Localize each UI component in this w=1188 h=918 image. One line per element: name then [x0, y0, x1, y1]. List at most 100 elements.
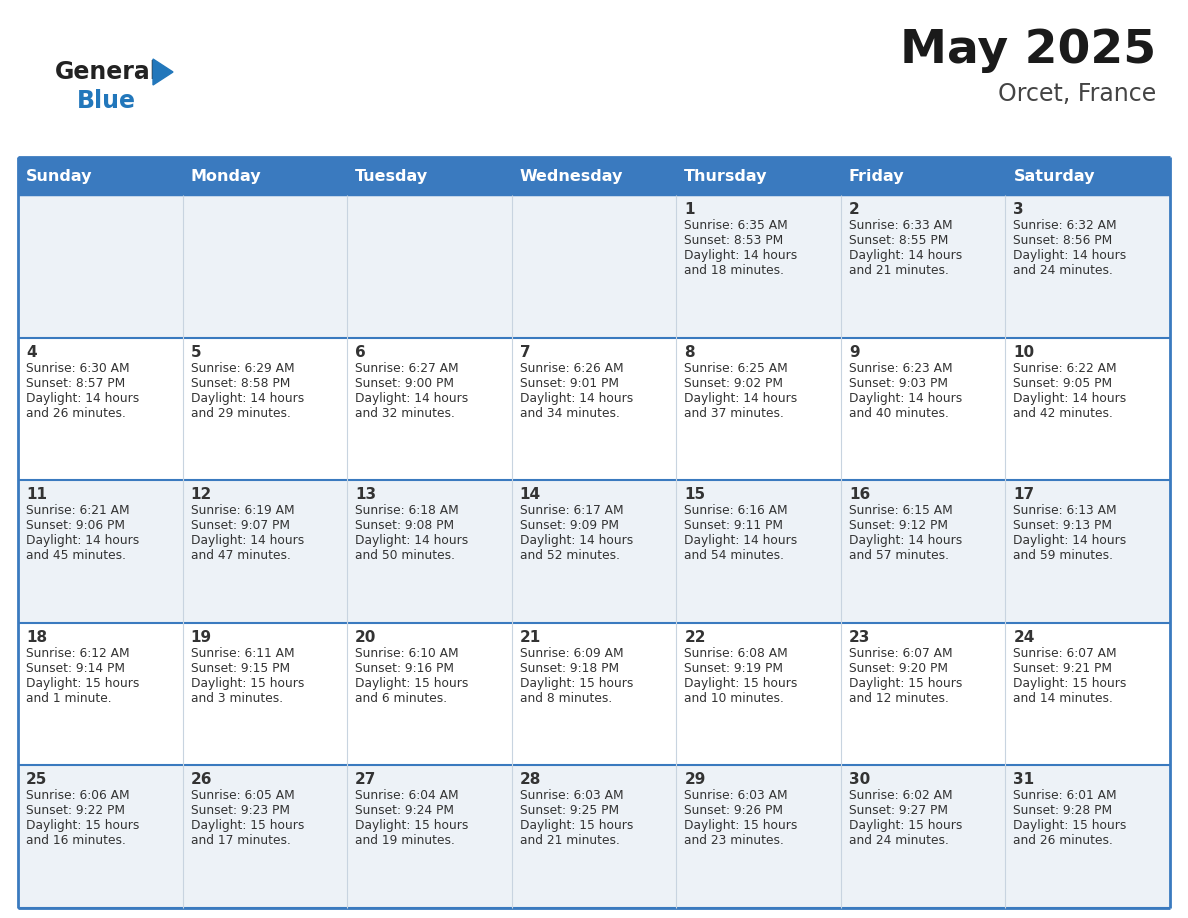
Text: Sunset: 9:16 PM: Sunset: 9:16 PM — [355, 662, 454, 675]
Text: Sunset: 8:53 PM: Sunset: 8:53 PM — [684, 234, 784, 247]
Text: Daylight: 15 hours: Daylight: 15 hours — [519, 820, 633, 833]
Text: 17: 17 — [1013, 487, 1035, 502]
Text: Sunset: 8:57 PM: Sunset: 8:57 PM — [26, 376, 125, 389]
Text: Sunset: 9:22 PM: Sunset: 9:22 PM — [26, 804, 125, 817]
Text: 28: 28 — [519, 772, 541, 788]
Text: Sunrise: 6:04 AM: Sunrise: 6:04 AM — [355, 789, 459, 802]
Text: Sunset: 9:12 PM: Sunset: 9:12 PM — [849, 520, 948, 532]
Text: Sunrise: 6:27 AM: Sunrise: 6:27 AM — [355, 362, 459, 375]
Text: Sunrise: 6:26 AM: Sunrise: 6:26 AM — [519, 362, 624, 375]
Text: 1: 1 — [684, 202, 695, 217]
Text: 30: 30 — [849, 772, 870, 788]
Text: and 26 minutes.: and 26 minutes. — [1013, 834, 1113, 847]
Text: Sunset: 9:00 PM: Sunset: 9:00 PM — [355, 376, 454, 389]
Text: and 29 minutes.: and 29 minutes. — [190, 407, 290, 420]
Text: 23: 23 — [849, 630, 871, 644]
Text: and 50 minutes.: and 50 minutes. — [355, 549, 455, 562]
Bar — [676, 157, 841, 195]
Text: 16: 16 — [849, 487, 870, 502]
Text: 29: 29 — [684, 772, 706, 788]
Text: Sunrise: 6:21 AM: Sunrise: 6:21 AM — [26, 504, 129, 517]
Bar — [841, 157, 1005, 195]
Text: and 23 minutes.: and 23 minutes. — [684, 834, 784, 847]
Text: Sunset: 9:09 PM: Sunset: 9:09 PM — [519, 520, 619, 532]
Text: Saturday: Saturday — [1013, 169, 1095, 184]
Text: Daylight: 14 hours: Daylight: 14 hours — [1013, 534, 1126, 547]
Text: Daylight: 14 hours: Daylight: 14 hours — [519, 534, 633, 547]
Text: Sunrise: 6:19 AM: Sunrise: 6:19 AM — [190, 504, 295, 517]
Text: and 32 minutes.: and 32 minutes. — [355, 407, 455, 420]
Text: Daylight: 15 hours: Daylight: 15 hours — [849, 677, 962, 689]
Text: Sunrise: 6:03 AM: Sunrise: 6:03 AM — [519, 789, 624, 802]
Text: Sunset: 9:01 PM: Sunset: 9:01 PM — [519, 376, 619, 389]
Text: Sunset: 9:24 PM: Sunset: 9:24 PM — [355, 804, 454, 817]
Text: and 57 minutes.: and 57 minutes. — [849, 549, 949, 562]
Text: Sunrise: 6:18 AM: Sunrise: 6:18 AM — [355, 504, 459, 517]
Text: 5: 5 — [190, 344, 201, 360]
Text: and 21 minutes.: and 21 minutes. — [519, 834, 620, 847]
Text: 6: 6 — [355, 344, 366, 360]
Text: Sunset: 9:11 PM: Sunset: 9:11 PM — [684, 520, 783, 532]
Text: 8: 8 — [684, 344, 695, 360]
Text: Daylight: 14 hours: Daylight: 14 hours — [849, 392, 962, 405]
Text: and 24 minutes.: and 24 minutes. — [1013, 264, 1113, 277]
Text: and 18 minutes.: and 18 minutes. — [684, 264, 784, 277]
Text: and 17 minutes.: and 17 minutes. — [190, 834, 290, 847]
Text: and 24 minutes.: and 24 minutes. — [849, 834, 949, 847]
Text: Daylight: 14 hours: Daylight: 14 hours — [519, 392, 633, 405]
Text: Sunset: 9:02 PM: Sunset: 9:02 PM — [684, 376, 783, 389]
Text: Daylight: 15 hours: Daylight: 15 hours — [190, 820, 304, 833]
Text: 27: 27 — [355, 772, 377, 788]
Text: Sunrise: 6:30 AM: Sunrise: 6:30 AM — [26, 362, 129, 375]
Text: Daylight: 15 hours: Daylight: 15 hours — [519, 677, 633, 689]
Text: Sunrise: 6:29 AM: Sunrise: 6:29 AM — [190, 362, 295, 375]
Text: Sunset: 9:15 PM: Sunset: 9:15 PM — [190, 662, 290, 675]
Text: Sunset: 9:25 PM: Sunset: 9:25 PM — [519, 804, 619, 817]
Text: Sunset: 9:19 PM: Sunset: 9:19 PM — [684, 662, 783, 675]
Text: 9: 9 — [849, 344, 859, 360]
Polygon shape — [153, 59, 173, 85]
Text: Sunrise: 6:01 AM: Sunrise: 6:01 AM — [1013, 789, 1117, 802]
Text: 21: 21 — [519, 630, 541, 644]
Text: 26: 26 — [190, 772, 213, 788]
Text: Sunset: 9:21 PM: Sunset: 9:21 PM — [1013, 662, 1112, 675]
Text: 4: 4 — [26, 344, 37, 360]
Text: Sunset: 9:03 PM: Sunset: 9:03 PM — [849, 376, 948, 389]
Text: Blue: Blue — [77, 89, 135, 113]
Text: and 45 minutes.: and 45 minutes. — [26, 549, 126, 562]
Text: General: General — [55, 60, 159, 84]
Text: and 14 minutes.: and 14 minutes. — [1013, 692, 1113, 705]
Text: Daylight: 14 hours: Daylight: 14 hours — [684, 392, 797, 405]
Text: Sunrise: 6:09 AM: Sunrise: 6:09 AM — [519, 647, 624, 660]
Bar — [183, 157, 347, 195]
Text: Daylight: 15 hours: Daylight: 15 hours — [1013, 820, 1126, 833]
Text: and 3 minutes.: and 3 minutes. — [190, 692, 283, 705]
Text: 13: 13 — [355, 487, 377, 502]
Text: Daylight: 14 hours: Daylight: 14 hours — [26, 534, 139, 547]
Text: 15: 15 — [684, 487, 706, 502]
Text: and 8 minutes.: and 8 minutes. — [519, 692, 612, 705]
Text: and 47 minutes.: and 47 minutes. — [190, 549, 290, 562]
Bar — [18, 622, 1170, 766]
Bar — [18, 480, 1170, 622]
Text: Daylight: 15 hours: Daylight: 15 hours — [684, 820, 797, 833]
Bar — [18, 766, 1170, 908]
Text: Sunset: 8:58 PM: Sunset: 8:58 PM — [190, 376, 290, 389]
Text: 12: 12 — [190, 487, 211, 502]
Text: Sunset: 9:07 PM: Sunset: 9:07 PM — [190, 520, 290, 532]
Text: Sunset: 9:18 PM: Sunset: 9:18 PM — [519, 662, 619, 675]
Text: Daylight: 14 hours: Daylight: 14 hours — [849, 534, 962, 547]
Text: 25: 25 — [26, 772, 48, 788]
Text: Friday: Friday — [849, 169, 904, 184]
Text: Thursday: Thursday — [684, 169, 767, 184]
Text: 10: 10 — [1013, 344, 1035, 360]
Text: Daylight: 14 hours: Daylight: 14 hours — [190, 392, 304, 405]
Text: Sunrise: 6:11 AM: Sunrise: 6:11 AM — [190, 647, 295, 660]
Text: Sunset: 9:20 PM: Sunset: 9:20 PM — [849, 662, 948, 675]
Text: Daylight: 14 hours: Daylight: 14 hours — [684, 249, 797, 262]
Text: and 21 minutes.: and 21 minutes. — [849, 264, 949, 277]
Text: Sunset: 8:55 PM: Sunset: 8:55 PM — [849, 234, 948, 247]
Bar — [1005, 157, 1170, 195]
Text: Daylight: 15 hours: Daylight: 15 hours — [355, 677, 468, 689]
Text: Sunrise: 6:13 AM: Sunrise: 6:13 AM — [1013, 504, 1117, 517]
